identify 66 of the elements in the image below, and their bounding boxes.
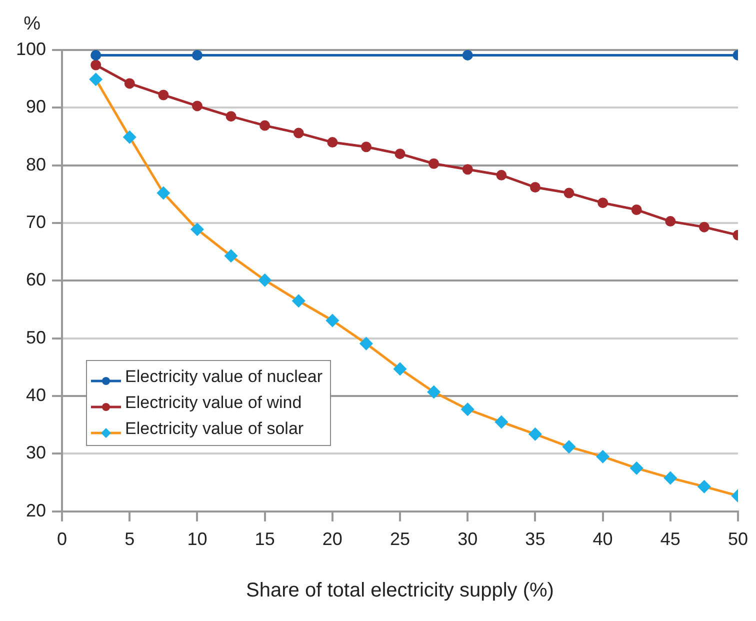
point: [428, 158, 440, 169]
point: [394, 148, 406, 160]
point: [495, 416, 508, 428]
x-tick-label: 40: [592, 529, 613, 550]
point: [224, 250, 238, 262]
point: [698, 222, 710, 232]
x-tick-label: 5: [124, 529, 135, 550]
x-tick-label: 30: [458, 529, 478, 550]
point: [528, 428, 542, 440]
x-tick-label: 20: [322, 529, 342, 550]
x-tick-label: 45: [660, 529, 680, 550]
y-tick-label: 80: [26, 154, 46, 174]
point: [158, 90, 169, 100]
point: [123, 130, 136, 144]
point: [90, 60, 102, 70]
y-tick-label: 100: [16, 38, 46, 59]
x-tick-label: 50: [728, 529, 748, 550]
point: [157, 186, 170, 200]
point: [598, 198, 608, 208]
point: [631, 204, 642, 216]
x-tick-label: 0: [57, 529, 68, 550]
point: [530, 182, 540, 193]
y-tick-label: 50: [26, 327, 46, 348]
y-axis-title: %: [24, 14, 41, 35]
point: [192, 50, 202, 60]
point: [326, 314, 339, 327]
point: [192, 100, 202, 112]
point: [596, 450, 610, 463]
point: [394, 362, 406, 376]
point: [630, 462, 643, 474]
point: [190, 223, 204, 236]
x-tick-label: 15: [254, 529, 275, 550]
point: [90, 50, 102, 60]
x-tick-label: 25: [390, 529, 410, 550]
y-tick-label: 30: [26, 442, 46, 463]
point: [564, 188, 574, 198]
point: [664, 472, 677, 484]
point: [226, 111, 236, 122]
y-tick-label: 40: [26, 385, 46, 406]
legend-label: Electricity value of solar: [125, 418, 304, 440]
point: [562, 440, 576, 454]
legend-label: Electricity value of wind: [125, 392, 302, 414]
point: [462, 50, 473, 60]
point: [665, 216, 676, 227]
y-tick-label: 70: [26, 212, 46, 232]
y-tick-label: 20: [26, 500, 46, 520]
point: [360, 142, 372, 152]
y-tick-label: 60: [26, 270, 46, 290]
x-axis-title: Share of total electricity supply (%): [246, 580, 554, 602]
point: [327, 137, 338, 148]
point: [124, 78, 135, 89]
point: [90, 73, 102, 86]
x-tick-label: 35: [525, 529, 546, 550]
point: [360, 337, 372, 350]
point: [258, 274, 272, 286]
y-tick-label: 90: [26, 96, 46, 117]
x-tick-label: 10: [187, 529, 208, 550]
point: [461, 403, 474, 416]
point: [260, 120, 270, 131]
point: [293, 128, 304, 138]
legend-label: Electricity value of nuclear: [125, 366, 322, 388]
point: [428, 386, 440, 398]
point: [462, 164, 473, 175]
point: [698, 480, 710, 493]
point: [496, 170, 507, 180]
point: [292, 294, 305, 308]
